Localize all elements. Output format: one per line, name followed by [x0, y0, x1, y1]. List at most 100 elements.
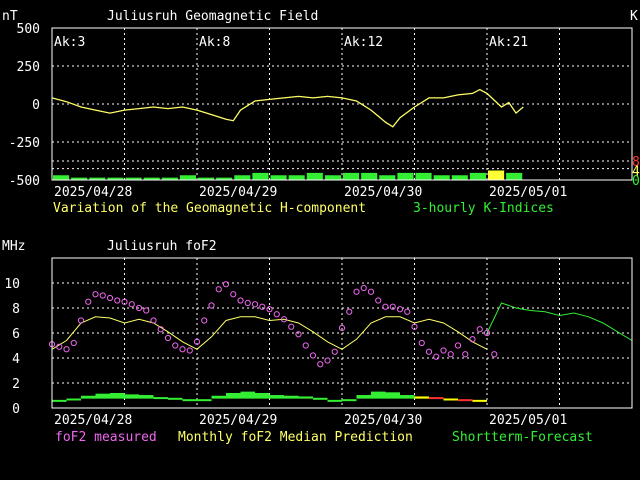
fof2-point [404, 308, 411, 315]
quality-bar [95, 393, 110, 399]
fof2-point [259, 303, 266, 310]
fof2-point [230, 291, 237, 298]
quality-bar [81, 395, 96, 399]
fof2-point [135, 304, 143, 312]
k-index-bar [107, 177, 124, 180]
quality-bar [52, 399, 67, 402]
k-scale-tick-label: 8 [632, 155, 640, 170]
k-index-bar [270, 175, 287, 180]
fof2-y-tick-labels: 10 8 6 4 2 0 [4, 277, 20, 417]
quality-bar [226, 392, 241, 399]
geomag-grid [52, 28, 632, 180]
k-index-bar [143, 177, 160, 180]
fof2-y-tick-label: 0 [12, 402, 20, 417]
fof2-point [353, 288, 360, 295]
quality-bar [284, 395, 299, 399]
fof2-point [454, 342, 462, 349]
k-index-bar [488, 170, 505, 180]
fof2-point [150, 317, 157, 324]
fof2-point [143, 307, 150, 314]
fof2-point [157, 326, 164, 333]
legend-k-indices: 3-hourly K-Indices [413, 201, 554, 216]
fof2-point [280, 316, 288, 323]
fof2-point [186, 347, 193, 354]
fof2-point [208, 302, 215, 309]
geomag-y-tick-label: 500 [17, 22, 40, 37]
quality-bar [342, 399, 357, 402]
geomag-x-tick-label: 2025/04/28 [54, 185, 132, 200]
geomag-y-tick-label: 250 [17, 60, 40, 75]
fof2-y-tick-label: 8 [12, 302, 20, 317]
k-index-bar [343, 172, 360, 180]
quality-bar [211, 395, 226, 399]
fof2-point [179, 346, 186, 353]
fof2-point [367, 288, 375, 295]
quality-bar [414, 396, 429, 399]
geomag-ylabel: nT [2, 9, 18, 24]
k-index-bar [89, 177, 106, 180]
quality-bar [458, 399, 473, 402]
fof2-grid [52, 258, 632, 408]
k-index-bar [506, 172, 523, 180]
k-index-bar [198, 177, 215, 180]
k-index-bar [252, 172, 269, 180]
fof2-x-tick-label: 2025/05/01 [489, 413, 567, 428]
fof2-point [92, 291, 99, 298]
geomag-x-tick-label: 2025/05/01 [489, 185, 567, 200]
k-index-bar [379, 175, 396, 180]
k-index-bar [125, 177, 142, 180]
fof2-x-tick-label: 2025/04/28 [54, 413, 132, 428]
quality-bars [52, 391, 487, 402]
fof2-point [128, 301, 135, 308]
fof2-point [317, 361, 324, 368]
fof2-y-tick-label: 4 [12, 352, 20, 367]
fof2-point [77, 317, 85, 324]
geomag-x-tick-labels: 2025/04/28 2025/04/29 2025/04/30 2025/05/01 [54, 185, 567, 200]
fof2-x-tick-label: 2025/04/29 [199, 413, 277, 428]
quality-bar [168, 397, 183, 400]
legend-h-component: Variation of the Geomagnetic H-component [53, 201, 366, 216]
quality-bar [472, 399, 487, 402]
fof2-frame [51, 257, 633, 409]
fof2-point [222, 281, 230, 288]
quality-bar [110, 392, 125, 399]
fof2-point [418, 339, 425, 347]
k-index-bar [53, 175, 70, 180]
k-index-bar [306, 172, 323, 180]
legend-median-prediction: Monthly foF2 Median Prediction [178, 430, 413, 445]
fof2-point [215, 286, 222, 293]
quality-bar [197, 399, 212, 402]
fof2-point [440, 347, 447, 354]
quality-bar [153, 397, 168, 400]
fof2-point [106, 294, 114, 302]
fof2-point [288, 323, 295, 330]
fof2-point [396, 306, 404, 313]
geomag-y-tick-label: 0 [32, 98, 40, 113]
geomag-k-corner-label: K [630, 9, 638, 24]
k-index-bar [216, 177, 233, 180]
ak-label: Ak:3 [54, 35, 85, 50]
quality-bar [371, 391, 386, 399]
fof2-point [324, 357, 331, 364]
fof2-point [476, 326, 483, 333]
fof2-point [56, 343, 63, 350]
median-line [51, 316, 488, 350]
quality-bar [255, 392, 270, 399]
fof2-point [172, 342, 179, 349]
quality-bar [400, 395, 415, 399]
fof2-x-tick-label: 2025/04/30 [344, 413, 422, 428]
k-index-bar [324, 175, 341, 180]
quality-bar [385, 392, 400, 399]
fof2-point [360, 284, 367, 292]
fof2-point [491, 351, 498, 358]
fof2-point [483, 329, 491, 337]
k-index-bar [234, 175, 251, 180]
quality-bar [327, 399, 342, 402]
h-component-line [51, 88, 524, 128]
fof2-point [389, 303, 396, 310]
fof2-measured-points [48, 281, 498, 368]
fof2-point [85, 298, 92, 305]
fof2-point [121, 298, 128, 305]
fof2-point [295, 331, 302, 338]
